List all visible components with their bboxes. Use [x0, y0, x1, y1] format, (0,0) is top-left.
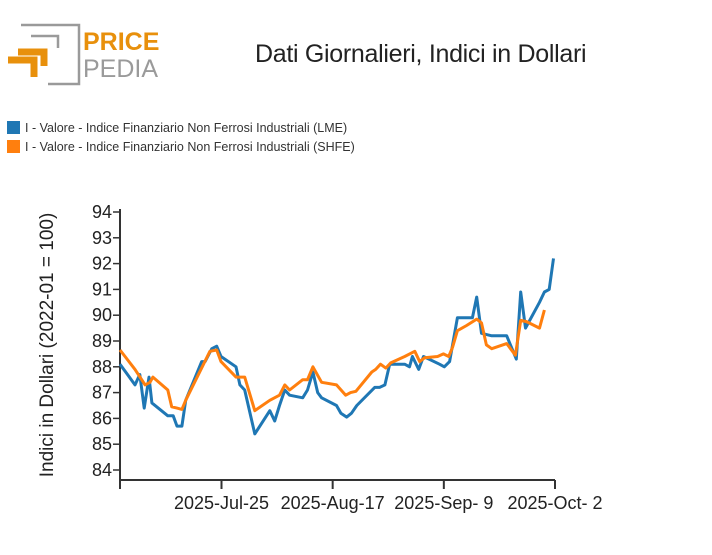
y-tick-label: 85 [92, 434, 112, 454]
legend-swatch-shfe [7, 140, 20, 153]
y-tick-label: 93 [92, 228, 112, 248]
y-tick-label: 92 [92, 254, 112, 274]
legend-label-lme: I - Valore - Indice Finanziario Non Ferr… [25, 120, 348, 135]
legend-label-shfe: I - Valore - Indice Finanziario Non Ferr… [25, 139, 355, 154]
x-tick-label: 2025-Jul-25 [174, 493, 269, 513]
logo-text-price: PRICE [83, 28, 159, 56]
legend-swatch-lme [7, 121, 20, 134]
pricepedia-logo: PRICE PEDIA [6, 22, 166, 94]
y-tick-label: 87 [92, 383, 112, 403]
y-tick-label: 89 [92, 331, 112, 351]
legend: I - Valore - Indice Finanziario Non Ferr… [7, 118, 355, 156]
x-tick-label: 2025-Sep- 9 [394, 493, 493, 513]
legend-item-shfe[interactable]: I - Valore - Indice Finanziario Non Ferr… [7, 137, 355, 156]
y-tick-label: 91 [92, 279, 112, 299]
y-axis-label: Indici in Dollari (2022-01 = 100) [37, 213, 58, 478]
chart-title: Dati Giornalieri, Indici in Dollari [255, 40, 587, 68]
y-tick-label: 90 [92, 305, 112, 325]
logo-text-pedia: PEDIA [83, 55, 158, 83]
series-line-shfe [118, 309, 546, 413]
legend-item-lme[interactable]: I - Valore - Indice Finanziario Non Ferr… [7, 118, 355, 137]
y-tick-label: 84 [92, 460, 112, 480]
y-tick-label: 94 [92, 202, 112, 222]
y-tick-label: 86 [92, 408, 112, 428]
x-tick-label: 2025-Aug-17 [281, 493, 385, 513]
y-tick-label: 88 [92, 357, 112, 377]
x-tick-label: 2025-Oct- 2 [507, 493, 602, 513]
